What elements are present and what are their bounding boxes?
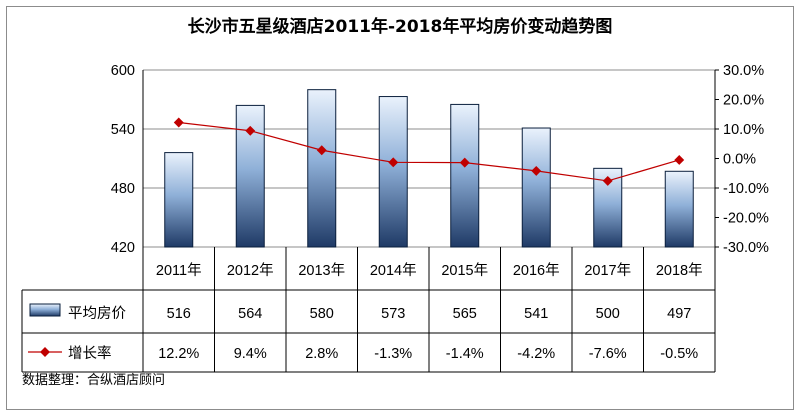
bar-series — [164, 89, 694, 248]
y-right-tick-label: 30.0% — [723, 63, 764, 79]
line-point — [602, 175, 613, 186]
bar-value-cell: 516 — [167, 306, 191, 322]
bar-value-cell: 580 — [310, 306, 334, 322]
growth-value-cell: 12.2% — [158, 346, 199, 362]
y-right-tick-label: 20.0% — [723, 93, 764, 109]
y-right-tick-label: -30.0% — [723, 240, 769, 256]
bar — [164, 152, 194, 248]
right-axis-ticks: 30.0% 20.0% 10.0% 0.0% -10.0% -20.0% -30.0% — [715, 63, 769, 256]
left-axis-ticks: 600 540 480 420 — [111, 63, 135, 256]
y-left-tick-label: 420 — [111, 240, 135, 256]
growth-value-cell: -0.5% — [660, 346, 698, 362]
growth-value-cell: 9.4% — [234, 346, 267, 362]
y-right-tick-label: -10.0% — [723, 181, 769, 197]
line-point — [674, 155, 685, 165]
legend-bar-swatch — [29, 303, 61, 317]
bar-value-cell: 564 — [238, 306, 262, 322]
bar — [307, 89, 337, 248]
line-point — [459, 157, 470, 168]
y-left-tick-label: 540 — [111, 122, 135, 138]
growth-value-cell: -7.6% — [589, 346, 627, 362]
y-right-tick-label: 0.0% — [723, 152, 756, 168]
y-left-tick-label: 600 — [111, 63, 135, 79]
y-right-tick-label: 10.0% — [723, 122, 764, 138]
line-point — [531, 165, 542, 176]
line-point — [316, 145, 327, 156]
legend-line-label: 增长率 — [68, 345, 112, 362]
data-table: 2011年 2012年 2013年 2014年 2015年 2016年 2017年 2018年… — [21, 247, 716, 373]
chart-title: 长沙市五星级酒店2011年-2018年平均房价变动趋势图 — [188, 16, 613, 37]
bar-value-cell: 573 — [381, 306, 405, 322]
category-label: 2013年 — [298, 262, 345, 279]
category-label: 2016年 — [513, 262, 560, 279]
growth-value-cell: 2.8% — [305, 346, 338, 362]
bar — [664, 170, 694, 248]
legend-line-marker — [40, 347, 50, 357]
category-label: 2014年 — [370, 262, 417, 279]
growth-value-cell: -1.4% — [446, 346, 484, 362]
y-left-tick-label: 480 — [111, 181, 135, 197]
growth-value-cell: -4.2% — [517, 346, 555, 362]
bar-value-cell: 541 — [524, 306, 548, 322]
grid-lines — [142, 69, 716, 248]
category-label: 2015年 — [441, 262, 488, 279]
bar — [450, 103, 480, 248]
category-label: 2017年 — [584, 262, 631, 279]
bar-value-cell: 500 — [596, 306, 620, 322]
bar — [378, 96, 408, 248]
legend-bar-label: 平均房价 — [68, 305, 126, 322]
y-right-tick-label: -20.0% — [723, 211, 769, 227]
category-label: 2018年 — [656, 262, 703, 279]
growth-line — [178, 121, 680, 182]
line-point — [173, 117, 184, 128]
growth-value-cell: -1.3% — [374, 346, 412, 362]
bar-value-cell: 497 — [667, 306, 691, 322]
bar — [521, 127, 551, 248]
source-note: 数据整理：合纵酒店顾问 — [22, 373, 165, 388]
line-point — [388, 157, 399, 168]
category-label: 2012年 — [227, 262, 274, 279]
category-label: 2011年 — [156, 262, 202, 279]
bar-value-cell: 565 — [453, 306, 477, 322]
